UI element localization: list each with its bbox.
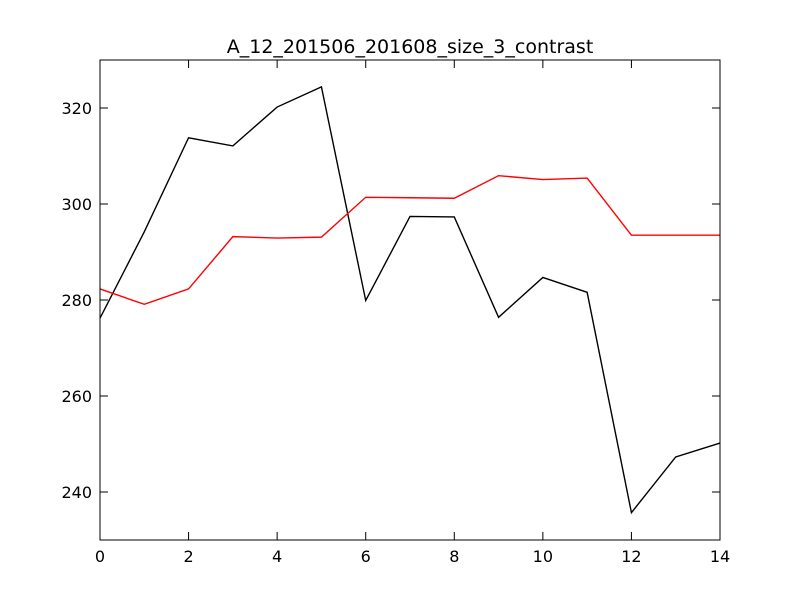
series-layer	[99, 85, 721, 515]
x-tick-label: 6	[361, 547, 371, 566]
series-black-line	[99, 85, 721, 515]
plot-area	[100, 60, 720, 540]
y-tick-label: 320	[61, 99, 92, 118]
tick-layer: 0 2 4 6 8 10 12 14 240 260 280 300 320	[61, 60, 730, 566]
y-tick-label: 300	[61, 195, 92, 214]
x-tick-label: 14	[710, 547, 730, 566]
chart-title: A_12_201506_201608_size_3_contrast	[227, 36, 594, 58]
x-tick-label: 12	[621, 547, 641, 566]
y-tick-label: 240	[61, 483, 92, 502]
x-tick-label: 2	[183, 547, 193, 566]
x-tick-label: 0	[95, 547, 105, 566]
x-tick-label: 4	[272, 547, 282, 566]
plot-frame	[99, 59, 721, 541]
series-red-line	[99, 174, 720, 306]
y-tick-label: 280	[61, 291, 92, 310]
x-tick-label: 10	[533, 547, 553, 566]
y-tick-label: 260	[61, 387, 92, 406]
x-tick-label: 8	[449, 547, 459, 566]
